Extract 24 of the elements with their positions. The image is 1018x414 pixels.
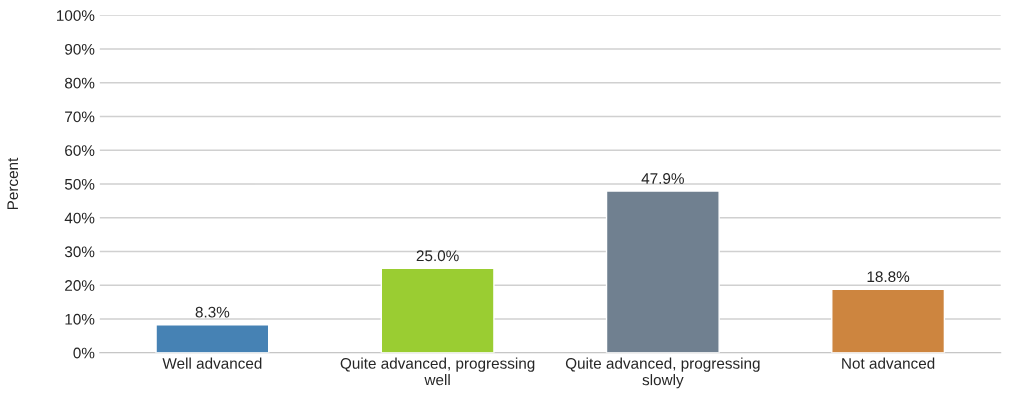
y-tick-label: 80% xyxy=(64,77,95,89)
y-tick-label: 50% xyxy=(64,178,95,190)
y-tick-label: 40% xyxy=(64,212,95,224)
bar xyxy=(605,190,720,353)
y-tick-label: 100% xyxy=(56,10,95,21)
y-axis-title: Percent xyxy=(7,157,19,210)
bar xyxy=(831,288,946,353)
y-tick-label: 70% xyxy=(65,111,95,123)
y-tick-label: 0% xyxy=(73,347,95,359)
bar xyxy=(155,324,270,353)
y-tick-label: 10% xyxy=(65,313,95,325)
x-tick-label: Well advanced xyxy=(162,357,262,369)
y-tick-label: 30% xyxy=(64,246,95,258)
data-label: 47.9% xyxy=(641,173,684,184)
y-tick-label: 60% xyxy=(65,145,95,156)
data-label: 25.0% xyxy=(416,250,459,262)
y-tick-label: 90% xyxy=(65,43,95,55)
bar xyxy=(380,267,495,353)
x-tick-label: Quite advanced, progressing well xyxy=(340,357,535,386)
y-tick-label: 20% xyxy=(65,280,95,291)
data-label: 8.3% xyxy=(195,306,230,318)
x-tick-label: Not advanced xyxy=(842,357,935,369)
data-label: 18.8% xyxy=(867,271,910,283)
x-tick-label: Quite advanced, progressing slowly xyxy=(565,357,760,389)
